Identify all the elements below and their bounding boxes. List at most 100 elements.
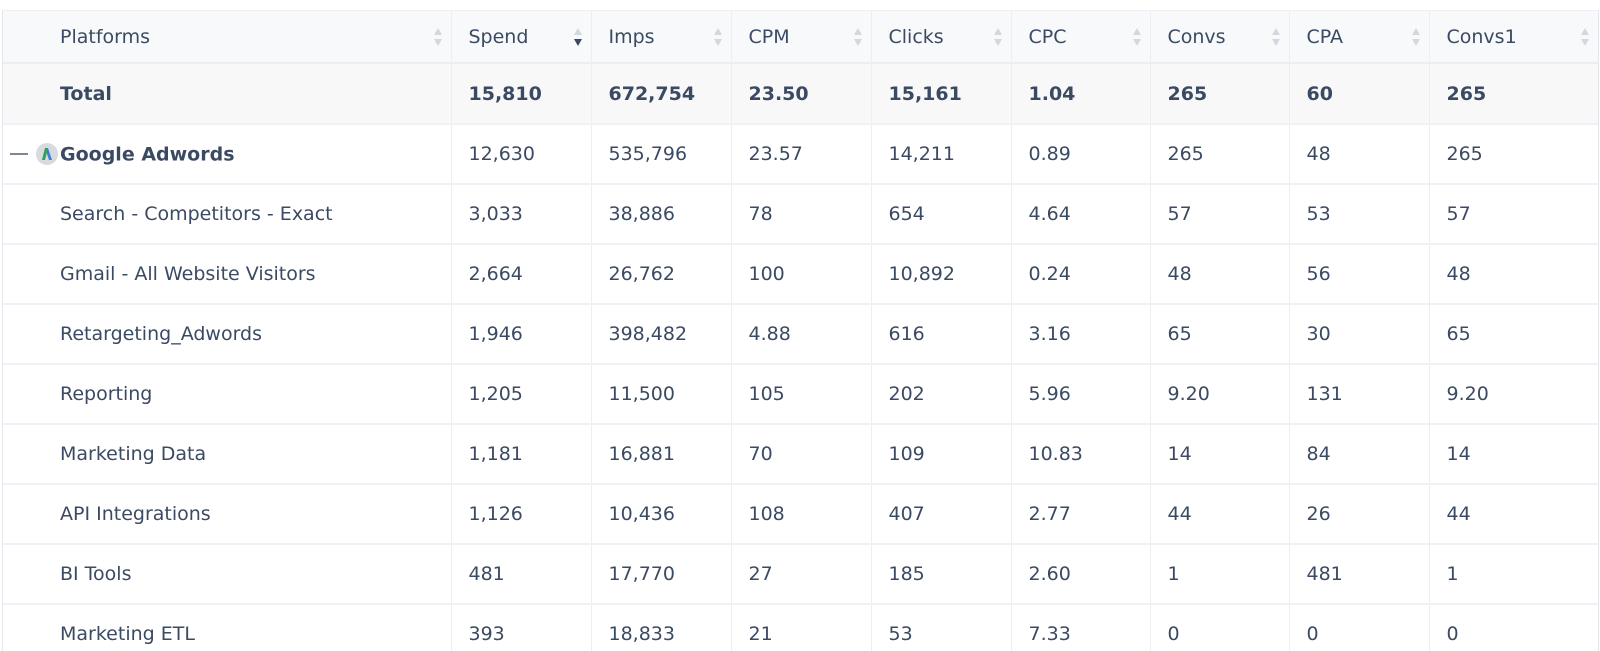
cell-convs1: 265 bbox=[1429, 124, 1598, 185]
cell-imps: 535,796 bbox=[591, 124, 732, 185]
cell-cpm: 100 bbox=[731, 244, 872, 305]
cell-convs: 0 bbox=[1150, 604, 1290, 651]
cell-cpm: 23.57 bbox=[731, 124, 872, 185]
column-header-convs1[interactable]: Convs1 bbox=[1429, 11, 1598, 64]
cell-convs: 265 bbox=[1150, 124, 1290, 185]
cell-imps: 26,762 bbox=[591, 244, 732, 305]
column-header-cpc[interactable]: CPC bbox=[1011, 11, 1151, 64]
total-convs1: 265 bbox=[1429, 63, 1598, 125]
table-row[interactable]: BI Tools 481 17,770 27 185 2.60 1 481 1 bbox=[3, 544, 1598, 605]
total-cpm: 23.50 bbox=[731, 63, 872, 125]
total-row: Total 15,810 672,754 23.50 15,161 1.04 2… bbox=[3, 63, 1598, 125]
cell-convs1: 65 bbox=[1429, 304, 1598, 365]
group-row-google-adwords[interactable]: Google Adwords 12,630 535,796 23.57 14,2… bbox=[3, 124, 1598, 185]
cell-cpc: 5.96 bbox=[1011, 364, 1151, 425]
total-imps: 672,754 bbox=[591, 63, 732, 125]
cell-imps: 398,482 bbox=[591, 304, 732, 365]
sort-icon[interactable] bbox=[713, 27, 723, 46]
cell-clicks: 202 bbox=[871, 364, 1012, 425]
cell-cpa: 26 bbox=[1289, 484, 1430, 545]
header-row: Platforms Spend Imps CPM Clicks CPC Conv… bbox=[3, 11, 1598, 64]
cell-imps: 17,770 bbox=[591, 544, 732, 605]
table-row[interactable]: Reporting 1,205 11,500 105 202 5.96 9.20… bbox=[3, 364, 1598, 425]
sort-icon[interactable] bbox=[1411, 27, 1421, 46]
total-spend: 15,810 bbox=[451, 63, 592, 125]
sort-icon[interactable] bbox=[1581, 27, 1590, 46]
table-row[interactable]: Marketing ETL 393 18,833 21 53 7.33 0 0 … bbox=[3, 604, 1598, 651]
cell-clicks: 407 bbox=[871, 484, 1012, 545]
cell-convs1: 1 bbox=[1429, 544, 1598, 605]
cell-cpc: 0.24 bbox=[1011, 244, 1151, 305]
total-label: Total bbox=[3, 63, 452, 125]
cell-convs: 1 bbox=[1150, 544, 1290, 605]
cell-convs1: 14 bbox=[1429, 424, 1598, 485]
column-header-clicks[interactable]: Clicks bbox=[871, 11, 1012, 64]
column-label: Clicks bbox=[888, 25, 944, 48]
sort-icon[interactable] bbox=[1271, 27, 1281, 46]
total-clicks: 15,161 bbox=[871, 63, 1012, 125]
cell-cpa: 56 bbox=[1289, 244, 1430, 305]
collapse-icon[interactable] bbox=[10, 153, 28, 156]
table-row[interactable]: Search - Competitors - Exact 3,033 38,88… bbox=[3, 184, 1598, 245]
cell-spend: 1,181 bbox=[451, 424, 592, 485]
report-table: Platforms Spend Imps CPM Clicks CPC Conv… bbox=[3, 11, 1598, 651]
cell-cpm: 78 bbox=[731, 184, 872, 245]
cell-convs: 48 bbox=[1150, 244, 1290, 305]
cell-spend: 393 bbox=[451, 604, 592, 651]
cell-spend: 2,664 bbox=[451, 244, 592, 305]
cell-convs1: 0 bbox=[1429, 604, 1598, 651]
platforms-table: Platforms Spend Imps CPM Clicks CPC Conv… bbox=[2, 10, 1599, 651]
cell-clicks: 14,211 bbox=[871, 124, 1012, 185]
column-header-spend[interactable]: Spend bbox=[451, 11, 592, 64]
cell-imps: 11,500 bbox=[591, 364, 732, 425]
cell-cpa: 481 bbox=[1289, 544, 1430, 605]
cell-cpm: 21 bbox=[731, 604, 872, 651]
google-adwords-icon bbox=[36, 143, 58, 166]
cell-cpa: 53 bbox=[1289, 184, 1430, 245]
cell-clicks: 109 bbox=[871, 424, 1012, 485]
group-cell: Google Adwords bbox=[3, 124, 452, 185]
column-header-cpm[interactable]: CPM bbox=[731, 11, 872, 64]
column-label: Platforms bbox=[60, 25, 151, 48]
cell-cpc: 2.60 bbox=[1011, 544, 1151, 605]
cell-cpa: 30 bbox=[1289, 304, 1430, 365]
sort-icon[interactable] bbox=[433, 27, 443, 46]
column-label: Convs1 bbox=[1446, 25, 1517, 48]
table-row[interactable]: Gmail - All Website Visitors 2,664 26,76… bbox=[3, 244, 1598, 305]
cell-imps: 16,881 bbox=[591, 424, 732, 485]
cell-spend: 1,946 bbox=[451, 304, 592, 365]
column-label: Convs bbox=[1167, 25, 1226, 48]
cell-spend: 3,033 bbox=[451, 184, 592, 245]
sort-icon[interactable] bbox=[993, 27, 1003, 46]
group-label: Google Adwords bbox=[60, 143, 235, 166]
cell-clicks: 53 bbox=[871, 604, 1012, 651]
cell-clicks: 185 bbox=[871, 544, 1012, 605]
row-label: API Integrations bbox=[3, 484, 452, 545]
cell-cpm: 4.88 bbox=[731, 304, 872, 365]
table-row[interactable]: Retargeting_Adwords 1,946 398,482 4.88 6… bbox=[3, 304, 1598, 365]
cell-cpa: 84 bbox=[1289, 424, 1430, 485]
sort-desc-icon[interactable] bbox=[573, 27, 583, 46]
column-header-cpa[interactable]: CPA bbox=[1289, 11, 1430, 64]
column-header-imps[interactable]: Imps bbox=[591, 11, 732, 64]
cell-imps: 10,436 bbox=[591, 484, 732, 545]
column-label: Imps bbox=[608, 25, 655, 48]
sort-icon[interactable] bbox=[853, 27, 863, 46]
cell-spend: 12,630 bbox=[451, 124, 592, 185]
row-label: Marketing ETL bbox=[3, 604, 452, 651]
cell-imps: 38,886 bbox=[591, 184, 732, 245]
sort-icon[interactable] bbox=[1132, 27, 1142, 46]
cell-cpc: 2.77 bbox=[1011, 484, 1151, 545]
cell-cpc: 7.33 bbox=[1011, 604, 1151, 651]
cell-convs: 9.20 bbox=[1150, 364, 1290, 425]
cell-spend: 481 bbox=[451, 544, 592, 605]
table-row[interactable]: API Integrations 1,126 10,436 108 407 2.… bbox=[3, 484, 1598, 545]
column-header-convs[interactable]: Convs bbox=[1150, 11, 1290, 64]
cell-convs1: 9.20 bbox=[1429, 364, 1598, 425]
row-label: BI Tools bbox=[3, 544, 452, 605]
cell-cpm: 70 bbox=[731, 424, 872, 485]
cell-spend: 1,126 bbox=[451, 484, 592, 545]
table-row[interactable]: Marketing Data 1,181 16,881 70 109 10.83… bbox=[3, 424, 1598, 485]
cell-spend: 1,205 bbox=[451, 364, 592, 425]
column-header-platforms[interactable]: Platforms bbox=[3, 11, 452, 64]
